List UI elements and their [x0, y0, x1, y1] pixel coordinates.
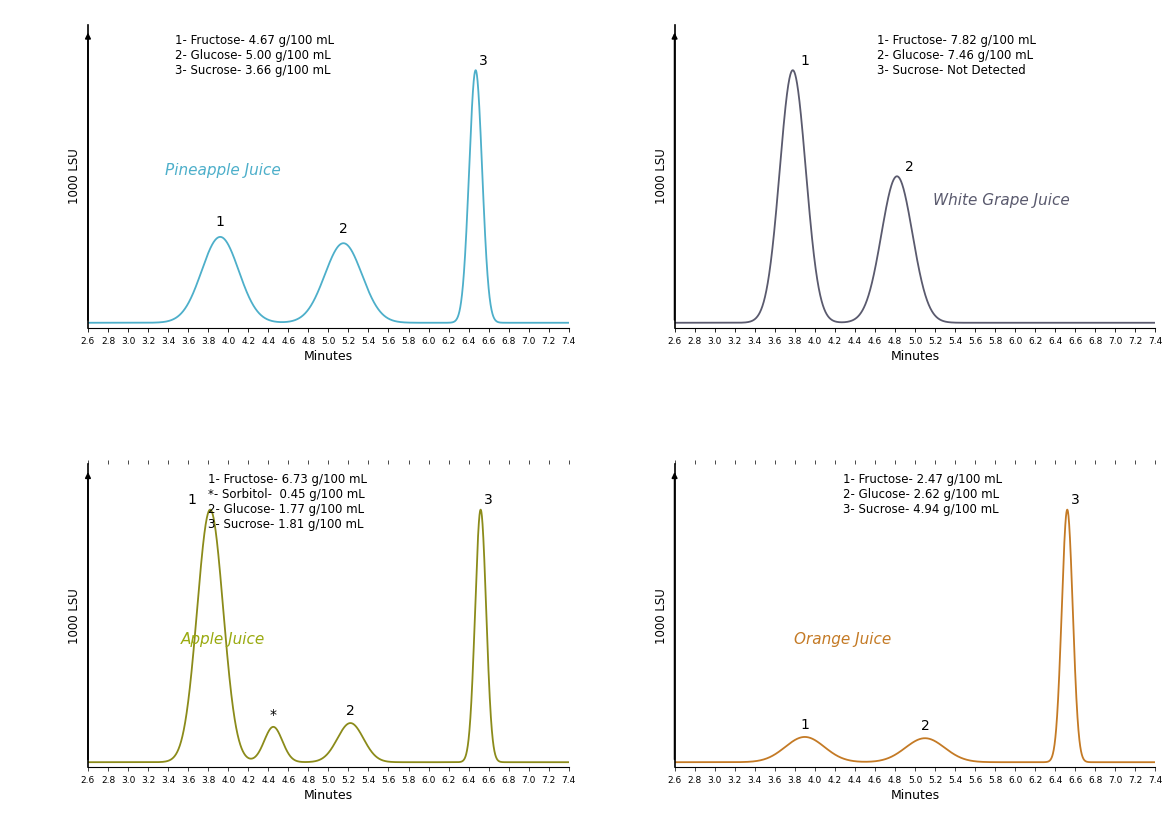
Text: *: * [270, 708, 277, 722]
Text: Orange Juice: Orange Juice [794, 633, 891, 648]
Text: 3: 3 [1071, 493, 1079, 507]
Text: 1: 1 [800, 54, 809, 68]
Text: 2: 2 [921, 719, 929, 733]
Text: 1: 1 [188, 493, 197, 507]
Y-axis label: 1000 LSU: 1000 LSU [655, 588, 667, 644]
Text: 2: 2 [904, 160, 914, 174]
Text: 1: 1 [800, 718, 809, 732]
Text: White Grape Juice: White Grape Juice [934, 193, 1070, 208]
Text: 1- Fructose- 4.67 g/100 mL
2- Glucose- 5.00 g/100 mL
3- Sucrose- 3.66 g/100 mL: 1- Fructose- 4.67 g/100 mL 2- Glucose- 5… [175, 34, 333, 77]
Text: 1- Fructose- 6.73 g/100 mL
*- Sorbitol-  0.45 g/100 mL
2- Glucose- 1.77 g/100 mL: 1- Fructose- 6.73 g/100 mL *- Sorbitol- … [208, 474, 367, 531]
Text: 2: 2 [339, 222, 347, 236]
Text: 1- Fructose- 7.82 g/100 mL
2- Glucose- 7.46 g/100 mL
3- Sucrose- Not Detected: 1- Fructose- 7.82 g/100 mL 2- Glucose- 7… [876, 34, 1036, 77]
Text: Apple Juice: Apple Juice [181, 633, 265, 648]
Text: 1: 1 [216, 215, 225, 229]
Y-axis label: 1000 LSU: 1000 LSU [655, 148, 667, 204]
Text: 2: 2 [346, 704, 354, 718]
Y-axis label: 1000 LSU: 1000 LSU [68, 148, 81, 204]
X-axis label: Minutes: Minutes [304, 350, 353, 363]
Text: 1- Fructose- 2.47 g/100 mL
2- Glucose- 2.62 g/100 mL
3- Sucrose- 4.94 g/100 mL: 1- Fructose- 2.47 g/100 mL 2- Glucose- 2… [843, 474, 1002, 516]
Y-axis label: 1000 LSU: 1000 LSU [68, 588, 81, 644]
Text: 3: 3 [480, 54, 488, 68]
X-axis label: Minutes: Minutes [890, 350, 940, 363]
Text: Pineapple Juice: Pineapple Juice [164, 163, 280, 177]
Text: 3: 3 [484, 493, 493, 507]
X-axis label: Minutes: Minutes [304, 790, 353, 803]
X-axis label: Minutes: Minutes [890, 790, 940, 803]
